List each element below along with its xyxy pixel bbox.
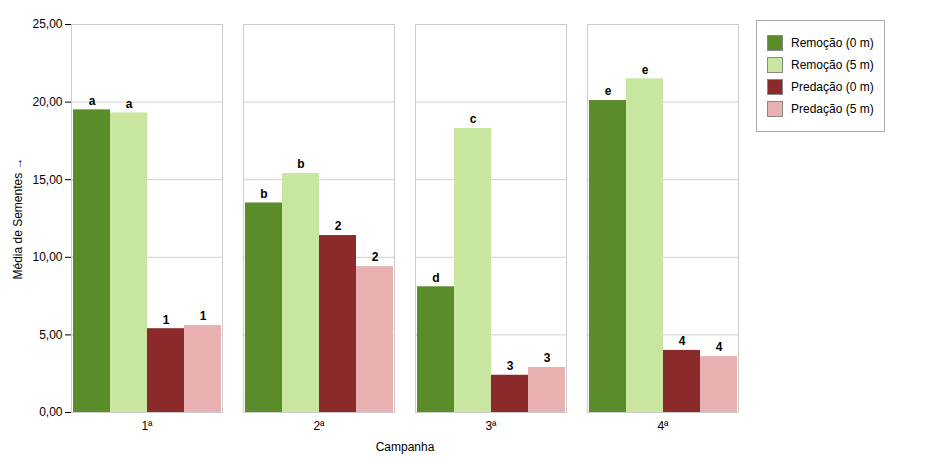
svg-text:Campanha: Campanha bbox=[376, 440, 435, 454]
svg-text:15,00: 15,00 bbox=[32, 173, 62, 187]
svg-text:b: b bbox=[260, 187, 267, 201]
svg-text:b: b bbox=[297, 157, 304, 171]
html-text:Predação (5 m): Predação (5 m) bbox=[791, 102, 874, 116]
svg-text:2: 2 bbox=[372, 250, 379, 264]
svg-text:e: e bbox=[642, 63, 649, 77]
svg-text:1: 1 bbox=[200, 309, 207, 323]
svg-text:d: d bbox=[432, 271, 439, 285]
html-text:Remoção (0 m): Remoção (0 m) bbox=[791, 36, 874, 50]
svg-text:3: 3 bbox=[544, 351, 551, 365]
svg-text:4ª: 4ª bbox=[657, 419, 669, 433]
svg-text:1ª: 1ª bbox=[141, 419, 153, 433]
svg-text:2ª: 2ª bbox=[313, 419, 325, 433]
svg-text:5,00: 5,00 bbox=[39, 328, 63, 342]
svg-text:1: 1 bbox=[163, 313, 170, 327]
svg-text:3ª: 3ª bbox=[485, 419, 497, 433]
svg-text:10,00: 10,00 bbox=[32, 250, 62, 264]
svg-text:3: 3 bbox=[507, 359, 514, 373]
svg-text:a: a bbox=[89, 94, 96, 108]
svg-text:0,00: 0,00 bbox=[39, 405, 63, 419]
svg-text:4: 4 bbox=[716, 340, 723, 354]
svg-text:2: 2 bbox=[335, 219, 342, 233]
svg-text:c: c bbox=[470, 112, 477, 126]
html-text:Predação (0 m): Predação (0 m) bbox=[791, 80, 874, 94]
svg-text:25,00: 25,00 bbox=[32, 17, 62, 31]
svg-text:a: a bbox=[126, 97, 133, 111]
svg-text:Média de Sementes →: Média de Sementes → bbox=[11, 157, 25, 279]
svg-text:20,00: 20,00 bbox=[32, 95, 62, 109]
html-text:Remoção (5 m): Remoção (5 m) bbox=[791, 58, 874, 72]
svg-text:e: e bbox=[605, 84, 612, 98]
svg-text:4: 4 bbox=[679, 334, 686, 348]
